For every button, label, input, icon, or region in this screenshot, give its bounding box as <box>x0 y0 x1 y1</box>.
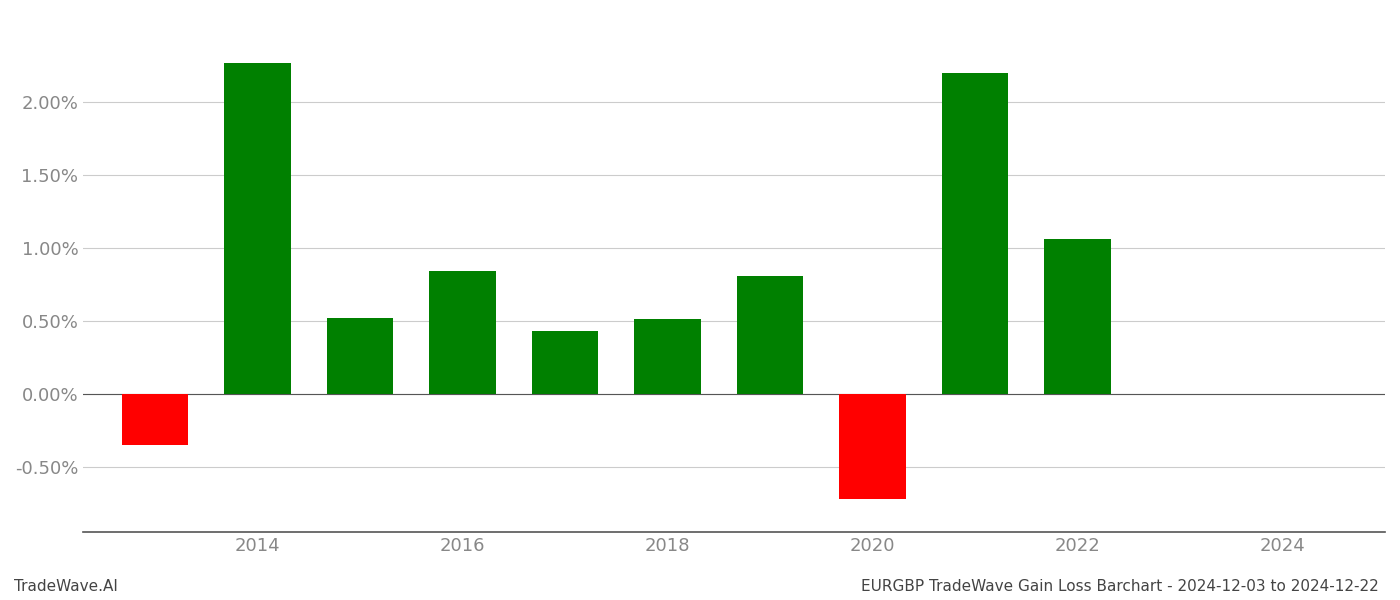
Bar <box>326 318 393 394</box>
Bar <box>122 394 188 445</box>
Bar <box>839 394 906 499</box>
Bar <box>736 276 804 394</box>
Bar <box>430 271 496 394</box>
Bar <box>634 319 701 394</box>
Text: TradeWave.AI: TradeWave.AI <box>14 579 118 594</box>
Bar <box>1044 239 1110 394</box>
Text: EURGBP TradeWave Gain Loss Barchart - 2024-12-03 to 2024-12-22: EURGBP TradeWave Gain Loss Barchart - 20… <box>861 579 1379 594</box>
Bar <box>532 331 598 394</box>
Bar <box>942 73 1008 394</box>
Bar <box>224 63 291 394</box>
